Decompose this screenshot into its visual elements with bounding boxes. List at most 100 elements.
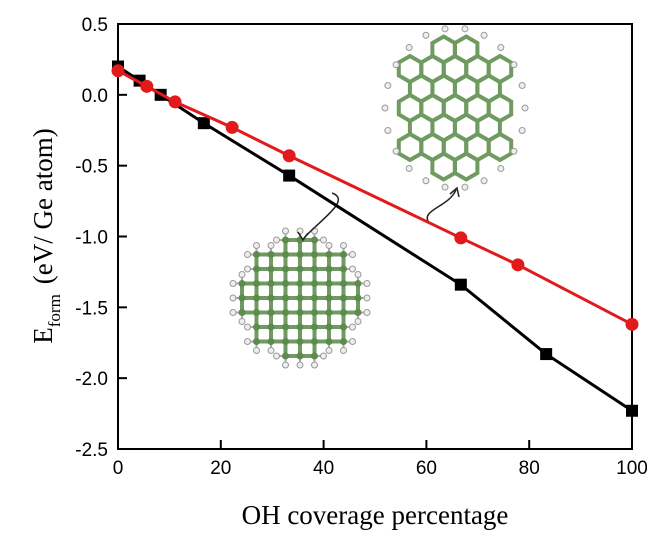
hydrogen (363, 309, 371, 316)
atom (340, 323, 347, 331)
y-axis-subscript: form (45, 294, 64, 327)
atom (340, 251, 347, 258)
atom (311, 338, 318, 345)
x-tick-label: 80 (519, 458, 540, 479)
atom (238, 280, 246, 287)
atom (340, 280, 347, 287)
marker (454, 278, 467, 291)
atom (340, 338, 347, 345)
atom (325, 251, 333, 258)
hydrogen (363, 280, 371, 287)
arrow-head (449, 186, 460, 198)
hydrogen (497, 44, 505, 52)
atom (253, 309, 260, 316)
hydrogen (381, 104, 389, 112)
marker (111, 64, 125, 78)
atom (325, 309, 333, 316)
atom (311, 294, 318, 302)
atom (253, 294, 260, 302)
hydrogen (244, 251, 251, 258)
atom (354, 309, 362, 316)
atom (267, 265, 275, 273)
x-tick-label: 20 (210, 458, 231, 479)
marker (625, 317, 639, 331)
hydrogen (340, 347, 347, 354)
hydrogen (349, 338, 356, 345)
arrow-head (297, 231, 309, 242)
atom (238, 294, 246, 302)
marker (140, 79, 154, 93)
x-tick-label: 40 (313, 458, 334, 479)
atom (282, 251, 289, 258)
hydrogen (267, 347, 275, 354)
atom (296, 338, 304, 345)
atom (296, 251, 304, 258)
hex-ring (430, 151, 457, 182)
series-line (117, 69, 633, 326)
atom (311, 236, 318, 244)
atom (325, 323, 333, 331)
hydrogen (354, 318, 362, 325)
arrow (426, 189, 457, 225)
atom (267, 309, 275, 316)
marker (454, 231, 468, 245)
hydrogen (441, 25, 449, 33)
hydrogen (238, 271, 246, 278)
hex-ring (396, 131, 424, 163)
atom (253, 338, 260, 345)
hydrogen (405, 44, 413, 52)
atom (253, 323, 260, 331)
hydrogen (311, 361, 318, 369)
hydrogen (325, 347, 333, 354)
arrow (303, 192, 340, 239)
hydrogen (363, 294, 371, 302)
hydrogen (229, 280, 237, 287)
y-axis-symbol: E (28, 327, 58, 344)
atom (325, 265, 333, 273)
hydrogen (392, 61, 400, 69)
hydrogen (384, 81, 392, 89)
atom (325, 280, 333, 287)
atom (296, 265, 304, 273)
y-tick-label: -1.0 (75, 228, 108, 249)
marker (225, 120, 239, 134)
hydrogen (480, 177, 488, 185)
hydrogen (441, 183, 449, 191)
marker (511, 258, 525, 272)
hydrogen (510, 61, 518, 69)
hydrogen (340, 242, 347, 249)
y-axis-unit: (eV/ Ge atom) (28, 128, 58, 284)
atom (282, 280, 289, 287)
hex-ring (486, 131, 514, 163)
atom (340, 294, 347, 302)
hydrogen (238, 318, 246, 325)
atom (340, 265, 347, 273)
hydrogen (510, 147, 518, 155)
atom (311, 265, 318, 273)
hydrogen (229, 309, 237, 316)
marker (168, 95, 182, 109)
atom (311, 323, 318, 331)
hydrogen (244, 265, 251, 273)
atom (282, 352, 289, 360)
atom (282, 309, 289, 316)
atom (282, 323, 289, 331)
x-tick-label: 0 (113, 458, 124, 479)
atom (311, 280, 318, 287)
y-tick-label: -2.0 (75, 369, 108, 390)
hydrogen (267, 242, 275, 249)
atom (253, 251, 260, 258)
atom (282, 236, 289, 244)
hydrogen (349, 323, 356, 331)
hydrogen (349, 251, 356, 258)
atom (267, 280, 275, 287)
hydrogen (422, 31, 430, 39)
atom (296, 294, 304, 302)
atom (267, 294, 275, 302)
hydrogen (253, 347, 260, 354)
atom (238, 309, 246, 316)
hydrogen (282, 227, 289, 235)
atom (354, 280, 362, 287)
atom (282, 338, 289, 345)
